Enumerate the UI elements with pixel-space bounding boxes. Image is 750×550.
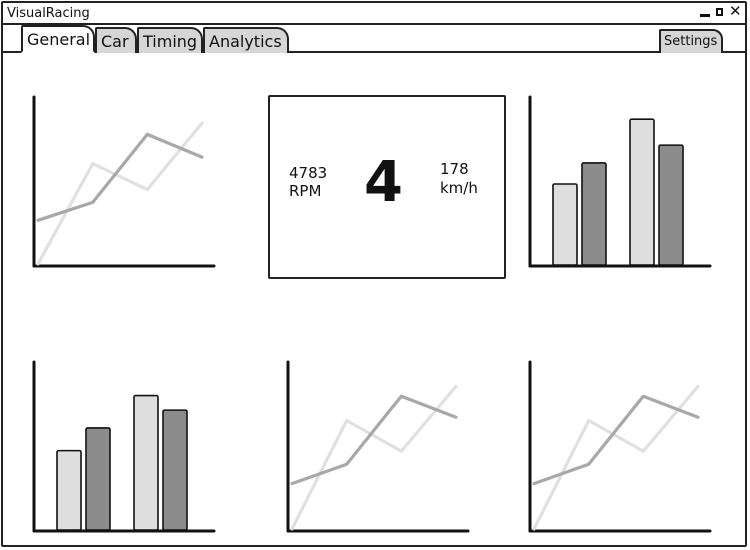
tab-label: Analytics: [209, 32, 282, 51]
line-series-2: [532, 394, 700, 486]
bar-series1-group1: [552, 183, 578, 266]
rpm-unit: RPM: [289, 182, 322, 200]
speed-unit: km/h: [440, 179, 478, 197]
tab-general[interactable]: General: [21, 25, 95, 53]
line-series-2: [290, 394, 458, 486]
chart-line-top-left: [29, 93, 219, 271]
bar-series2-group1: [581, 162, 607, 266]
speed-value: 178: [440, 160, 469, 178]
tab-analytics[interactable]: Analytics: [203, 27, 289, 53]
bar-series2-group1: [85, 427, 111, 531]
settings-button[interactable]: Settings: [659, 29, 723, 53]
tab-label: Car: [101, 32, 129, 51]
chart-line-bottom-center: [283, 358, 473, 536]
telemetry-gauge: 4783 RPM 4 178 km/h: [268, 95, 506, 279]
chart-bar-bottom-left: [29, 358, 219, 536]
window-controls: ✕: [699, 2, 742, 20]
chart-bar-top-right: [525, 93, 715, 271]
tab-timing[interactable]: Timing: [137, 27, 203, 53]
minimize-icon[interactable]: [699, 5, 711, 19]
settings-label: Settings: [664, 34, 718, 49]
bar-series1-group2: [133, 394, 159, 531]
tab-car[interactable]: Car: [95, 27, 137, 53]
close-icon[interactable]: ✕: [729, 2, 742, 20]
line-series-1: [36, 121, 204, 266]
maximize-icon[interactable]: [714, 5, 726, 19]
tab-label: Timing: [143, 32, 198, 51]
bar-series1-group1: [56, 449, 82, 531]
gear-indicator: 4: [364, 150, 403, 215]
bar-series2-group2: [658, 144, 684, 266]
title-bar: VisualRacing ✕: [3, 3, 745, 25]
tab-label: General: [27, 30, 91, 49]
bar-series2-group2: [162, 409, 188, 531]
chart-line-bottom-right: [525, 358, 715, 536]
line-series-2: [36, 132, 204, 222]
rpm-value: 4783: [289, 164, 328, 182]
bar-series1-group2: [629, 118, 655, 266]
app-title: VisualRacing: [7, 6, 90, 21]
tab-bar: General Car Timing Analytics Settings: [3, 25, 745, 53]
